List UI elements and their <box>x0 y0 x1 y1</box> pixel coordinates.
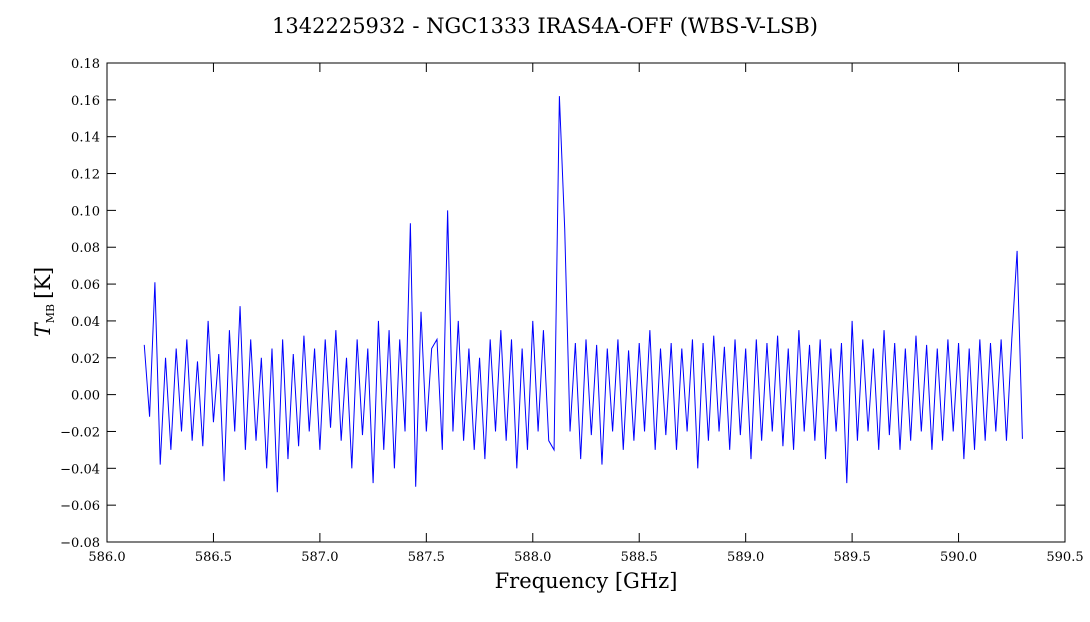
y-tick-label: 0.02 <box>71 352 100 367</box>
y-tick-label: 0.00 <box>71 389 100 404</box>
y-tick-label: −0.02 <box>60 425 100 440</box>
y-axis-label: TMB [K] <box>31 267 57 337</box>
y-tick-label: −0.04 <box>60 462 100 477</box>
plot-area <box>143 96 1023 493</box>
x-tick-label: 589.0 <box>727 550 764 565</box>
x-tick-label: 586.0 <box>88 550 125 565</box>
y-tick-label: 0.14 <box>71 131 100 146</box>
y-label-subscript: MB <box>44 304 57 323</box>
y-label-symbol: T <box>31 321 55 337</box>
y-tick-label: 0.04 <box>71 315 100 330</box>
x-tick-label: 590.5 <box>1046 550 1083 565</box>
x-tick-label: 587.5 <box>408 550 445 565</box>
spectrum-line <box>143 96 1023 493</box>
y-tick-label: 0.10 <box>71 204 100 219</box>
plot-frame <box>106 62 1066 543</box>
x-tick-label: 589.5 <box>834 550 871 565</box>
x-axis-label: Frequency [GHz] <box>495 569 678 593</box>
x-tick-label: 588.0 <box>514 550 551 565</box>
x-tick-label: 590.0 <box>940 550 977 565</box>
y-tick-label: 0.18 <box>71 57 100 72</box>
x-tick-label: 588.5 <box>621 550 658 565</box>
y-tick-label: −0.06 <box>60 499 100 514</box>
y-tick-label: 0.16 <box>71 94 100 109</box>
y-label-unit: [K] <box>31 267 55 299</box>
y-tick-label: 0.08 <box>71 241 100 256</box>
chart-title: 1342225932 - NGC1333 IRAS4A-OFF (WBS-V-L… <box>272 14 818 38</box>
y-tick-label: 0.06 <box>71 278 100 293</box>
y-tick-label: 0.12 <box>71 168 100 183</box>
x-tick-label: 586.5 <box>195 550 232 565</box>
y-tick-label: −0.08 <box>60 536 100 551</box>
x-tick-label: 587.0 <box>301 550 338 565</box>
